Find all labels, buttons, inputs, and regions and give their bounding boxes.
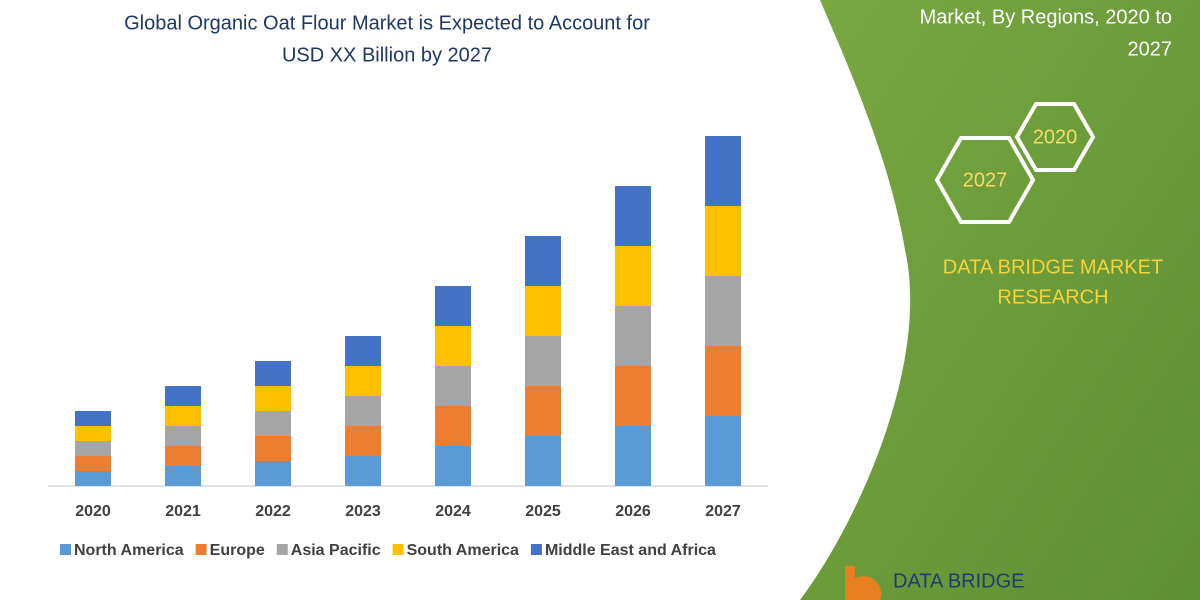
bar-segment (525, 236, 561, 286)
side-panel (800, 0, 1200, 600)
bar-segment (435, 286, 471, 326)
bar-segment (525, 336, 561, 386)
legend-swatch (60, 544, 71, 555)
legend: North America Europe Asia Pacific South Ame… (60, 542, 716, 559)
bar-segment (345, 396, 381, 426)
bar-segment (705, 136, 741, 206)
bar-segment (615, 306, 651, 366)
bar-segment (435, 366, 471, 406)
bar-segment (615, 426, 651, 486)
bar-segment (255, 411, 291, 436)
hexagon (1014, 102, 1096, 172)
bar-segment (165, 406, 201, 426)
bar-segment (345, 426, 381, 456)
panel-heading: Market, By Regions, 2020 to (920, 6, 1172, 28)
bar-segment (165, 426, 201, 446)
legend-label: Asia Pacific (291, 542, 381, 559)
x-tick-label: 2020 (75, 503, 111, 520)
legend-label: North America (74, 542, 184, 559)
bar-segment (255, 386, 291, 411)
chart-title: USD XX Billion by 2027 (282, 44, 492, 66)
bar-segment (525, 436, 561, 486)
bar-segment (255, 461, 291, 486)
bar-segment (435, 446, 471, 486)
bar-segment (705, 276, 741, 346)
logo-mark (845, 566, 882, 600)
legend-label: Europe (210, 542, 265, 559)
bar-segment (75, 456, 111, 471)
bar-segment (75, 471, 111, 486)
logo-text: DATA BRIDGE (893, 570, 1025, 592)
bar-segment (705, 206, 741, 276)
bar-segment (165, 466, 201, 486)
bar-segment (75, 411, 111, 426)
bar-segment (345, 366, 381, 396)
badge: 2020 (1033, 126, 1078, 148)
x-tick-label: 2026 (615, 503, 651, 520)
legend-label: Middle East and Africa (545, 542, 716, 559)
x-tick-label: 2027 (705, 503, 741, 520)
bar-segment (75, 426, 111, 441)
bar-segment (345, 456, 381, 486)
bar-segment (525, 286, 561, 336)
bar-segment (435, 406, 471, 446)
brand: DATA BRIDGE MARKET (943, 256, 1163, 278)
bar-segment (345, 336, 381, 366)
legend-swatch (195, 544, 207, 555)
bar-segment (165, 446, 201, 466)
bar-segment (255, 436, 291, 461)
bar-segment (615, 186, 651, 246)
legend-swatch (276, 544, 288, 555)
panel-heading: 2027 (1128, 38, 1173, 60)
bar-segment (75, 441, 111, 456)
bar-segment (615, 366, 651, 426)
x-tick-label: 2023 (345, 503, 381, 520)
x-tick-label: 2024 (435, 503, 471, 520)
chart-title: Global Organic Oat Flour Market is Expec… (124, 12, 650, 34)
bar-segment (525, 386, 561, 436)
x-tick-label: 2022 (255, 503, 291, 520)
bar-segment (705, 416, 741, 486)
hexagon (934, 136, 1036, 224)
bar-segment (435, 326, 471, 366)
legend-swatch (392, 544, 404, 555)
legend-label: South America (407, 542, 519, 559)
bar-segment (255, 361, 291, 386)
brand: RESEARCH (997, 286, 1108, 308)
bar-segment (615, 246, 651, 306)
bar-segment (705, 346, 741, 416)
badge: 2027 (963, 169, 1008, 191)
x-tick-label: 2025 (525, 503, 561, 520)
x-tick-label: 2021 (165, 503, 201, 520)
bar-segment (165, 386, 201, 406)
legend-swatch (530, 544, 542, 555)
